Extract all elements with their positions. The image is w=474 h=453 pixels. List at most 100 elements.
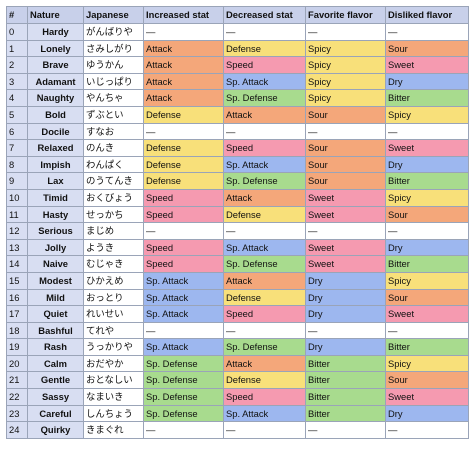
cell-increased-stat: Defense [143,105,224,124]
table-row: 13 Jolly ようき Speed Sp. Attack Sweet Dry [6,238,469,257]
cell-decreased-stat: Attack [223,354,306,373]
cell-favorite-flavor: Spicy [305,72,386,91]
cell-increased-stat: Sp. Defense [143,404,224,423]
cell-number: 18 [6,321,28,340]
cell-disliked-flavor: Spicy [385,105,469,124]
cell-number: 14 [6,255,28,273]
cell-increased-stat: Sp. Attack [143,288,224,307]
cell-decreased-stat: Speed [223,139,306,157]
cell-nature: Timid [27,188,84,207]
cell-disliked-flavor: Bitter [385,89,469,107]
cell-favorite-flavor: Dry [305,305,386,323]
cell-nature: Serious [27,222,84,240]
table-body: 0 Hardy がんばりや — — — —1 Lonely さみしがり Attack Defense… [6,23,469,439]
cell-increased-stat: Attack [143,89,224,107]
cell-decreased-stat: Sp. Defense [223,338,306,356]
cell-japanese: やんちゃ [83,89,144,107]
table-row: 11 Hasty せっかち Speed Defense Sweet Sour [6,205,469,224]
header-nature[interactable]: Nature [27,6,84,24]
cell-disliked-flavor: — [385,122,469,141]
cell-nature: Jolly [27,238,84,257]
cell-disliked-flavor: Sour [385,205,469,224]
cell-decreased-stat: — [223,321,306,340]
cell-decreased-stat: Sp. Attack [223,404,306,423]
cell-number: 8 [6,155,28,174]
cell-disliked-flavor: Bitter [385,172,469,190]
header-number[interactable]: # [6,6,28,24]
cell-disliked-flavor: Sweet [385,139,469,157]
cell-decreased-stat: Sp. Attack [223,238,306,257]
cell-decreased-stat: Sp. Defense [223,255,306,273]
cell-japanese: ゆうかん [83,56,144,74]
cell-japanese: ようき [83,238,144,257]
cell-increased-stat: Attack [143,56,224,74]
cell-increased-stat: Speed [143,238,224,257]
cell-decreased-stat: Defense [223,371,306,390]
header-japanese[interactable]: Japanese [83,6,144,24]
cell-increased-stat: Sp. Attack [143,271,224,290]
cell-number: 21 [6,371,28,390]
cell-disliked-flavor: Bitter [385,338,469,356]
cell-nature: Lonely [27,39,84,58]
cell-japanese: おっとり [83,288,144,307]
cell-increased-stat: Sp. Attack [143,338,224,356]
cell-increased-stat: Speed [143,188,224,207]
cell-favorite-flavor: Dry [305,271,386,290]
table-row: 8 Impish わんぱく Defense Sp. Attack Sour Dry [6,155,469,174]
table-row: 24 Quirky きまぐれ — — — — [6,421,469,439]
cell-nature: Naughty [27,89,84,107]
cell-number: 11 [6,205,28,224]
cell-favorite-flavor: Bitter [305,371,386,390]
cell-japanese: ずぶとい [83,105,144,124]
header-increased-stat[interactable]: Increased stat [143,6,224,24]
header-disliked-flavor[interactable]: Disliked flavor [385,6,469,24]
cell-disliked-flavor: Sweet [385,305,469,323]
cell-japanese: むじゃき [83,255,144,273]
cell-favorite-flavor: — [305,122,386,141]
table-row: 3 Adamant いじっぱり Attack Sp. Attack Spicy Dry [6,72,469,91]
cell-decreased-stat: Defense [223,39,306,58]
table-row: 2 Brave ゆうかん Attack Speed Spicy Sweet [6,56,469,74]
cell-nature: Brave [27,56,84,74]
cell-decreased-stat: — [223,222,306,240]
cell-number: 9 [6,172,28,190]
cell-number: 6 [6,122,28,141]
cell-number: 19 [6,338,28,356]
cell-favorite-flavor: Sweet [305,205,386,224]
cell-decreased-stat: Attack [223,105,306,124]
header-decreased-stat[interactable]: Decreased stat [223,6,306,24]
table-row: 14 Naive むじゃき Speed Sp. Defense Sweet Bitter [6,255,469,273]
cell-increased-stat: Attack [143,39,224,58]
cell-decreased-stat: Sp. Attack [223,72,306,91]
table-row: 5 Bold ずぶとい Defense Attack Sour Spicy [6,105,469,124]
table-row: 15 Modest ひかえめ Sp. Attack Attack Dry Spicy [6,271,469,290]
table-row: 20 Calm おだやか Sp. Defense Attack Bitter Spicy [6,354,469,373]
cell-favorite-flavor: — [305,23,386,41]
cell-decreased-stat: Sp. Attack [223,155,306,174]
cell-increased-stat: Defense [143,139,224,157]
cell-disliked-flavor: Bitter [385,255,469,273]
header-favorite-flavor[interactable]: Favorite flavor [305,6,386,24]
cell-increased-stat: Speed [143,255,224,273]
cell-nature: Gentle [27,371,84,390]
cell-increased-stat: Sp. Attack [143,305,224,323]
table-row: 18 Bashful てれや — — — — [6,321,469,340]
table-row: 21 Gentle おとなしい Sp. Defense Defense Bitter Sou… [6,371,469,390]
natures-table-container: # Nature Japanese Increased stat Decreas… [6,6,469,439]
table-row: 22 Sassy なまいき Sp. Defense Speed Bitter Sweet [6,388,469,406]
cell-japanese: わんぱく [83,155,144,174]
table-row: 19 Rash うっかりや Sp. Attack Sp. Defense Dry Bitte… [6,338,469,356]
cell-nature: Lax [27,172,84,190]
natures-table: # Nature Japanese Increased stat Decreas… [6,6,469,439]
cell-disliked-flavor: Sweet [385,56,469,74]
cell-disliked-flavor: — [385,222,469,240]
cell-number: 1 [6,39,28,58]
cell-favorite-flavor: Dry [305,288,386,307]
cell-increased-stat: Speed [143,205,224,224]
cell-favorite-flavor: Spicy [305,56,386,74]
cell-number: 13 [6,238,28,257]
cell-decreased-stat: — [223,421,306,439]
cell-number: 7 [6,139,28,157]
header-row: # Nature Japanese Increased stat Decreas… [6,6,469,24]
cell-japanese: きまぐれ [83,421,144,439]
